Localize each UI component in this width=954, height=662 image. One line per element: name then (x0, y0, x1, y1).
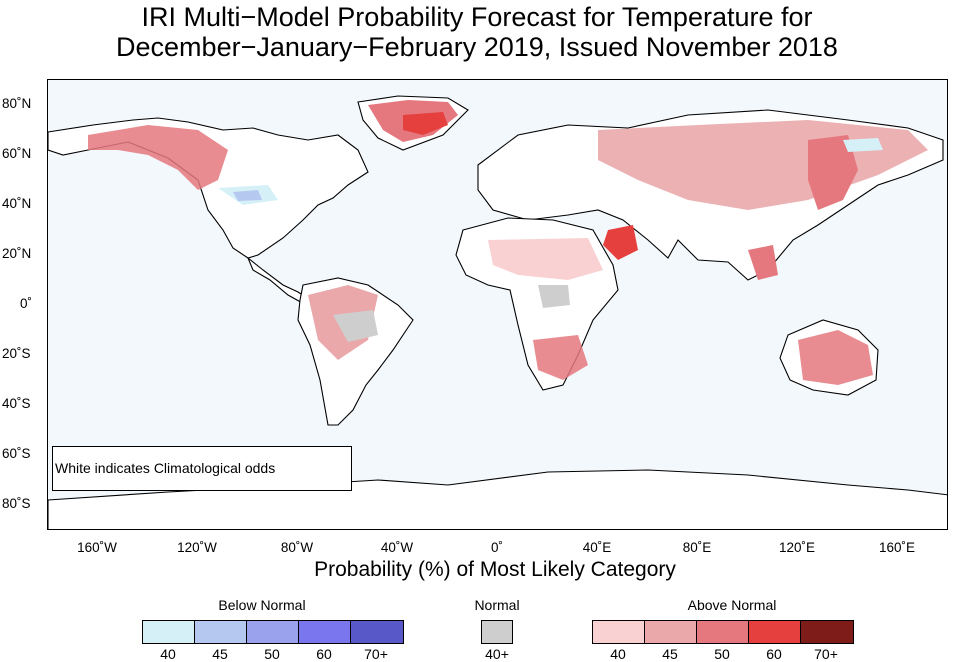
legend-above-swatches (592, 620, 854, 644)
legend-below-label: Below Normal (218, 597, 306, 613)
legend-normal-swatch (482, 621, 512, 643)
legend-below-swatches (142, 620, 404, 644)
legend-above-tick: 45 (662, 646, 678, 662)
map-title-line-2: December−January−February 2019, Issued N… (116, 32, 838, 62)
legend-above-label: Above Normal (687, 597, 777, 613)
legend-above-swatch (593, 621, 645, 643)
shade-southeast-asia (748, 245, 778, 280)
shade-australia (798, 330, 873, 385)
lon-label-120w: 120˚W (177, 540, 217, 555)
lat-label-60s: 60˚S (2, 446, 31, 461)
shade-amazon-normal (333, 310, 378, 342)
legend-above-swatch (645, 621, 697, 643)
legend-below-tick: 40 (160, 646, 176, 662)
legend-below-swatch (299, 621, 351, 643)
legend-below-swatch (351, 621, 403, 643)
lat-label-20n: 20˚N (2, 246, 32, 261)
lat-label-0: 0˚ (20, 296, 33, 311)
legend-below-swatch (247, 621, 299, 643)
lon-label-80w: 80˚W (280, 540, 314, 555)
lon-label-40e: 40˚E (582, 540, 612, 555)
map-title-line-1: IRI Multi−Model Probability Forecast for… (141, 2, 813, 32)
lon-label-120e: 120˚E (778, 540, 816, 555)
legend-title: Probability (%) of Most Likely Category (314, 558, 676, 581)
shade-east-asia (808, 135, 858, 210)
climatology-note: White indicates Climatological odds (52, 446, 352, 491)
lat-label-80n: 80˚N (2, 96, 32, 111)
legend-above-swatch (801, 621, 853, 643)
legend-above-swatch (697, 621, 749, 643)
shade-north-america-below-core (233, 190, 262, 201)
lat-label-40s: 40˚S (2, 396, 31, 411)
lat-label-20s: 20˚S (2, 346, 31, 361)
legend-below-tick: 60 (316, 646, 332, 662)
lat-label-40n: 40˚N (2, 196, 32, 211)
legend-below-tick: 70+ (364, 646, 388, 662)
map-canvas (48, 95, 947, 529)
shade-greenland-core (403, 112, 448, 135)
legend-normal-label: Normal (474, 597, 520, 613)
lat-label-60n: 60˚N (2, 146, 32, 161)
lon-label-160e: 160˚E (878, 540, 916, 555)
legend-above-tick: 60 (766, 646, 782, 662)
lon-label-160w: 160˚W (77, 540, 117, 555)
lat-label-80s: 80˚S (2, 496, 31, 511)
legend-below-tick: 50 (264, 646, 280, 662)
shade-alaska-canada (88, 125, 228, 190)
legend-above-tick: 50 (714, 646, 730, 662)
shade-central-africa-normal (538, 285, 570, 308)
legend-below-tick: 45 (212, 646, 228, 662)
normal-shading (333, 285, 570, 342)
shade-sahara (488, 238, 603, 280)
legend-above-tick: 70+ (814, 646, 838, 662)
shade-southern-africa (533, 335, 588, 380)
legend-above-swatch (749, 621, 801, 643)
legend-normal-tick: 40+ (485, 646, 509, 662)
lon-label-40w: 40˚W (380, 540, 414, 555)
legend-above-tick: 40 (610, 646, 626, 662)
shade-arabia (603, 225, 638, 260)
shade-siberia-below (843, 138, 883, 152)
lon-label-80e: 80˚E (682, 540, 712, 555)
lon-label-0: 0˚ (490, 540, 503, 555)
legend-normal-swatches (481, 620, 513, 644)
below-normal-shading (218, 138, 883, 205)
legend-below-swatch (195, 621, 247, 643)
legend-below-swatch (143, 621, 195, 643)
